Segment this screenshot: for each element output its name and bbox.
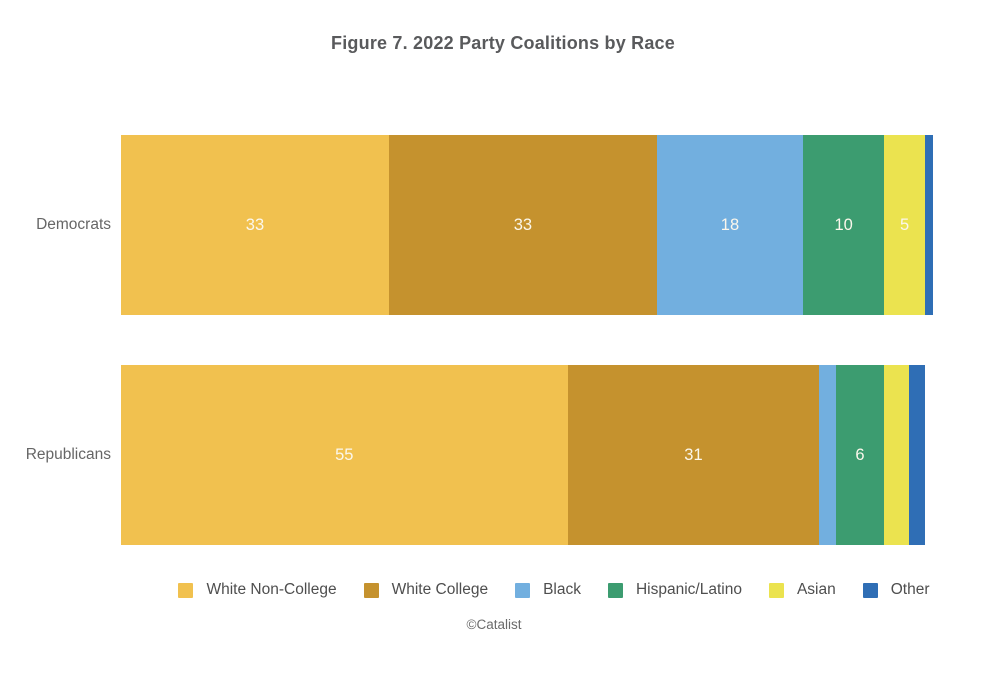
segment-value-label: 55 (335, 445, 354, 464)
segment-value-label: 33 (513, 215, 533, 234)
bar-segment: 6 (835, 365, 885, 545)
legend-item: Other (862, 581, 930, 599)
bar-row-republicans: Republicans 55 31 6 (0, 365, 933, 545)
segment-value-label: 5 (899, 215, 910, 234)
bar-segment (924, 135, 933, 315)
segment-value-label: 31 (684, 445, 703, 464)
legend-swatch-icon (515, 582, 531, 598)
bar-segment: 5 (884, 135, 925, 315)
legend-item: Black (515, 581, 581, 599)
legend-item: White College (363, 581, 489, 599)
chart-title: Figure 7. 2022 Party Coalitions by Race (331, 33, 675, 53)
bar-segment: 18 (656, 135, 804, 315)
segment-value-label: 6 (855, 445, 865, 464)
bar-segment: 55 (121, 365, 568, 545)
bar-segment: 33 (121, 135, 389, 315)
legend-swatch-icon (363, 582, 379, 598)
legend-item: White Non-College (178, 581, 337, 599)
segment-value-label: 10 (834, 215, 853, 234)
bar-segment: 31 (567, 365, 820, 545)
attribution-text: ©Catalist (466, 617, 522, 632)
bar-segment: 10 (803, 135, 885, 315)
legend-label: Other (890, 581, 930, 598)
stacked-bar: 55 31 6 (121, 365, 933, 545)
legend-swatch-icon (178, 582, 194, 598)
legend-swatch-icon (768, 582, 784, 598)
bar-segment (908, 365, 925, 545)
bar-segment (884, 365, 909, 545)
category-label: Democrats (36, 216, 111, 233)
legend-label: Hispanic/Latino (635, 581, 742, 598)
bar-row-democrats: Democrats 33 33 18 10 5 (0, 135, 933, 315)
bar-segment: 33 (388, 135, 657, 315)
legend-label: White Non-College (206, 581, 337, 598)
segment-value-label: 18 (720, 215, 740, 234)
legend-item: Asian (768, 581, 836, 599)
legend-label: Black (543, 581, 581, 598)
stacked-bar-chart: Democrats 33 33 18 10 5 Republicans 55 31 6 (0, 135, 933, 545)
category-label: Republicans (25, 446, 111, 463)
bar-segment (819, 365, 836, 545)
legend-label: Asian (796, 581, 836, 598)
stacked-bar: 33 33 18 10 5 (121, 135, 933, 315)
segment-value-label: 33 (245, 215, 265, 234)
legend-swatch-icon (607, 582, 623, 598)
legend-item: Hispanic/Latino (607, 581, 742, 599)
legend-swatch-icon (862, 582, 878, 598)
legend-label: White College (391, 581, 489, 598)
legend: White Non-College White College Black Hispa… (102, 581, 1006, 599)
